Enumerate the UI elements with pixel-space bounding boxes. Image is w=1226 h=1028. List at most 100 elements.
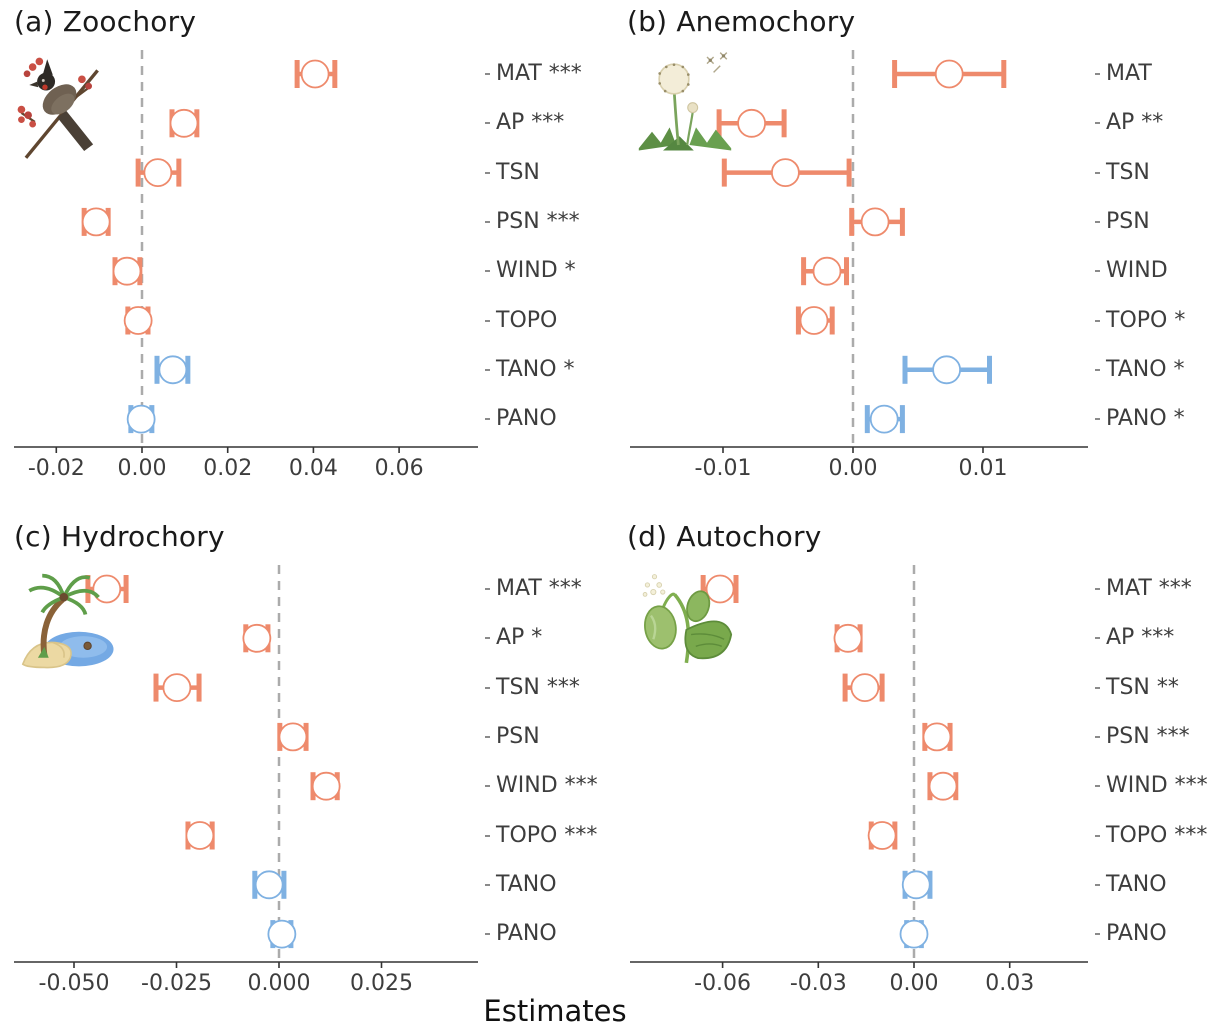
zoochory-bird-illustration — [17, 57, 99, 159]
panel-anemochory: -0.01 0.00 0.01 (b) Anemochory MAT AP ** TSN… — [613, 0, 1226, 492]
y-tick-mark — [1095, 122, 1100, 125]
estimate-point — [799, 306, 829, 335]
category-label-text: TSN — [496, 159, 540, 185]
category-label-text: WIND *** — [496, 773, 598, 799]
y-tick-mark — [485, 785, 490, 788]
panel-d-title: (d) Autochory — [627, 520, 822, 553]
y-tick-mark — [1095, 73, 1100, 75]
ci-upper-cap — [899, 207, 905, 236]
y-tick-mark — [485, 319, 490, 322]
category-label-wind: WIND * — [485, 260, 576, 282]
ci-lower-cap — [892, 60, 898, 88]
x-tick-label: 0.00 — [829, 456, 878, 481]
y-tick-mark — [485, 735, 490, 738]
y-tick-mark — [1095, 834, 1100, 837]
x-tick-label: 0.00 — [890, 971, 939, 996]
ci-upper-cap — [281, 870, 287, 899]
category-label-text: TANO * — [1106, 356, 1185, 382]
ci-upper-cap — [899, 405, 905, 434]
ci-upper-cap — [332, 60, 338, 88]
category-label-tano: TANO * — [485, 358, 575, 381]
category-label-psn: PSN — [485, 725, 540, 748]
x-tick-label: 0.03 — [985, 971, 1034, 996]
category-label-ap: AP * — [485, 627, 542, 649]
y-tick-mark — [1095, 171, 1100, 174]
category-label-text: TOPO *** — [496, 822, 598, 848]
category-label-text: TOPO * — [1106, 307, 1186, 333]
x-axis-title: Estimates — [483, 994, 627, 1028]
estimate-point — [81, 207, 111, 237]
x-tick-label: 0.04 — [289, 456, 338, 481]
category-label-tano: TANO — [485, 873, 557, 896]
x-tick-label: 0.02 — [203, 456, 252, 481]
estimate-point — [770, 158, 800, 188]
category-label-psn: PSN *** — [485, 208, 580, 234]
y-tick-mark — [1095, 588, 1100, 590]
panel-a-title: (a) Zoochory — [14, 5, 197, 38]
ci-lower-cap — [85, 575, 91, 603]
y-tick-mark — [485, 637, 490, 640]
y-tick-mark — [485, 588, 490, 590]
estimate-point — [899, 919, 929, 949]
estimate-point — [92, 574, 122, 604]
category-label-text: PSN — [1106, 208, 1150, 234]
estimate-point — [158, 355, 188, 385]
x-tick-label: -0.01 — [695, 456, 752, 481]
category-label-mat: MAT *** — [1095, 578, 1192, 600]
estimate-point — [934, 59, 964, 89]
category-label-mat: MAT — [1095, 63, 1152, 85]
ci-upper-cap — [176, 158, 182, 187]
category-label-text: MAT *** — [496, 61, 582, 86]
ci-lower-cap — [902, 355, 908, 384]
category-label-text: MAT *** — [1106, 576, 1192, 601]
estimate-point — [932, 355, 962, 385]
panel-d-plot: -0.06 -0.03 0.00 0.03 — [630, 565, 1088, 996]
ci-lower-cap — [294, 60, 300, 88]
x-tick-label: 0.00 — [118, 456, 167, 481]
ci-lower-cap — [135, 158, 141, 187]
y-tick-mark — [485, 270, 490, 273]
ci-upper-cap — [781, 109, 787, 138]
ci-upper-cap — [1001, 60, 1007, 88]
category-label-text: MAT *** — [496, 576, 582, 601]
estimate-point — [901, 870, 931, 900]
category-label-psn: PSN — [1095, 208, 1150, 234]
estimate-point — [143, 158, 173, 188]
anemochory-dandelion-illustration — [638, 52, 732, 151]
ci-lower-cap — [864, 405, 870, 434]
estimate-point — [833, 623, 863, 653]
x-tick-label: 0.06 — [375, 456, 424, 481]
estimate-point — [867, 821, 897, 850]
panel-autochory: -0.06 -0.03 0.00 0.03 (d) Autochory MAT ***… — [613, 515, 1226, 1007]
y-tick-mark — [485, 73, 490, 75]
y-tick-mark — [485, 418, 490, 421]
ci-lower-cap — [795, 306, 801, 335]
category-label-psn: PSN *** — [1095, 725, 1190, 748]
category-label-text: PSN *** — [496, 208, 580, 234]
y-tick-mark — [1095, 933, 1100, 936]
y-tick-mark — [1095, 368, 1100, 371]
estimate-point — [112, 256, 142, 286]
panel-c-title: (c) Hydrochory — [14, 520, 225, 553]
y-tick-mark — [1095, 735, 1100, 738]
category-label-text: WIND — [1106, 258, 1168, 284]
hydrochory-palm-island-illustration — [21, 573, 114, 669]
ci-lower-cap — [154, 355, 160, 384]
category-label-mat: MAT *** — [485, 63, 582, 85]
y-tick-mark — [1095, 270, 1100, 273]
y-tick-mark — [485, 834, 490, 837]
category-label-tano: TANO — [1095, 873, 1167, 896]
category-label-text: PANO — [496, 921, 557, 947]
estimate-point — [860, 207, 890, 237]
category-label-text: PANO — [1106, 921, 1167, 947]
ci-upper-cap — [196, 673, 202, 702]
ci-lower-cap — [801, 257, 807, 286]
estimate-point — [705, 574, 735, 604]
ci-lower-cap — [716, 109, 722, 138]
x-tick-label: -0.06 — [694, 971, 751, 996]
y-tick-mark — [485, 686, 490, 689]
category-label-ap: AP *** — [485, 112, 564, 134]
category-label-topo: TOPO — [485, 309, 557, 332]
panel-c-plot: -0.050 -0.025 0.000 0.025 — [14, 565, 478, 996]
panel-hydrochory: -0.050 -0.025 0.000 0.025 (c) Hydrochory MA… — [0, 515, 613, 1007]
